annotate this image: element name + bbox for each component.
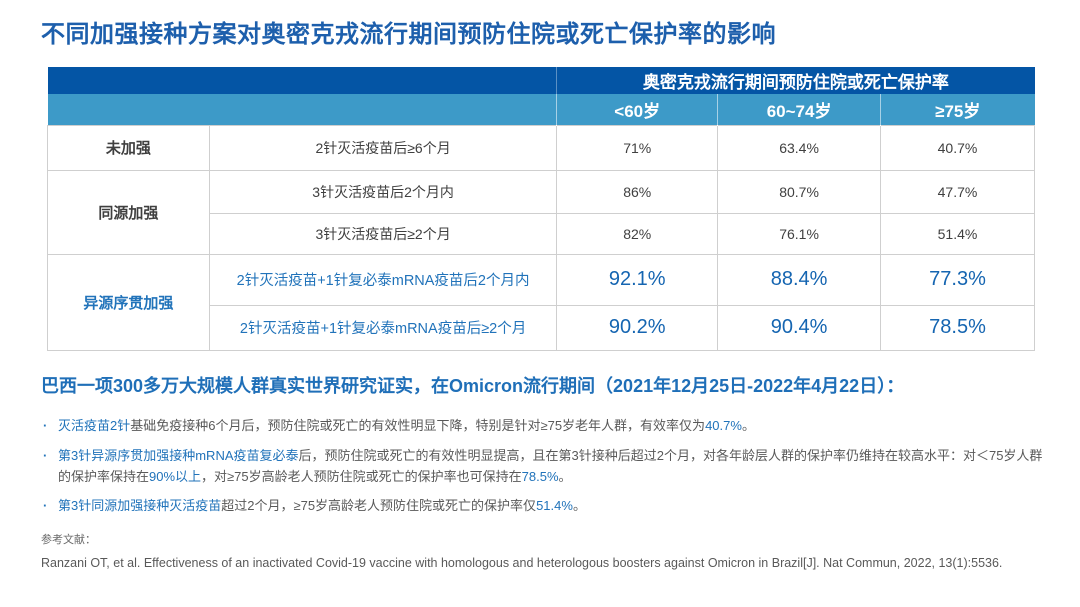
column-header-age-60to74: 60~74岁 xyxy=(717,94,881,125)
value-cell: 77.3% xyxy=(880,253,1035,306)
table-row-highlighted: 2针灭活疫苗+1针复必泰mRNA疫苗后≥2个月 90.2% 90.4% 78.5… xyxy=(48,304,1035,351)
value-cell: 63.4% xyxy=(717,124,881,171)
column-header-age-75plus: ≥75岁 xyxy=(880,94,1035,125)
group-label: 异源序贯加强 xyxy=(47,253,210,351)
value-cell: 80.7% xyxy=(717,169,881,214)
bullet-dot-icon: · xyxy=(43,498,48,514)
bullet-dot-icon: · xyxy=(43,447,48,463)
value-cell: 88.4% xyxy=(717,253,881,306)
header-empty-subcell xyxy=(47,94,557,125)
table-row: 同源加强 3针灭活疫苗后2个月内 86% 80.7% 47.7% xyxy=(47,169,1035,255)
scheme-cell: 3针灭活疫苗后2个月内 xyxy=(208,169,558,214)
list-item: · 第3针异源序贯加强接种mRNA疫苗复必泰后，预防住院或死亡的有效性明显提高，… xyxy=(41,446,1046,488)
bullet-text-segment: 后，预防住院或死亡的有效性明显提高，且在第3针接种后超过2个月，对各年龄层人群的… xyxy=(58,447,1043,484)
bullet-text-segment: ，对≥75岁高龄老人预防住院或死亡的保护率也可保持在 xyxy=(201,468,522,484)
value-cell: 82% xyxy=(556,212,719,255)
bullet-dot-icon: · xyxy=(43,418,48,433)
bullet-text-segment: 78.5% xyxy=(521,468,559,484)
bullet-text-segment: 超过2个月，≥75岁高龄老人预防住院或死亡的保护率仅 xyxy=(221,498,537,514)
citation-text: Ranzani OT, et al. Effectiveness of an i… xyxy=(41,556,1003,571)
table-row: 3针灭活疫苗后≥2个月 82% 76.1% 51.4% xyxy=(48,212,1035,255)
value-cell: 86% xyxy=(556,169,719,214)
list-item: · 灭活疫苗2针基础免疫接种6个月后，预防住院或死亡的有效性明显下降，特别是针对… xyxy=(41,416,1046,437)
bullet-text-segment: 。 xyxy=(558,468,572,484)
value-cell: 92.1% xyxy=(556,253,719,306)
reference-label: 参考文献： xyxy=(41,534,96,547)
summary-heading: 巴西一项300多万大规模人群真实世界研究证实，在Omicron流行期间（2021… xyxy=(41,376,905,396)
page-title: 不同加强接种方案对奥密克戎流行期间预防住院或死亡保护率的影响 xyxy=(41,21,776,48)
value-cell: 47.7% xyxy=(880,169,1035,214)
value-cell: 71% xyxy=(556,124,719,171)
group-label: 同源加强 xyxy=(47,169,210,255)
scheme-cell: 2针灭活疫苗后≥6个月 xyxy=(208,124,558,171)
bullet-text-segment: 第3针同源加强接种灭活疫苗 xyxy=(58,498,222,514)
protection-table-container: 奥密克戎流行期间预防住院或死亡保护率 <60岁 60~74岁 ≥75岁 未加强 … xyxy=(47,67,1035,351)
summary-section: 巴西一项300多万大规模人群真实世界研究证实，在Omicron流行期间（2021… xyxy=(41,372,1046,570)
bullet-text-segment: 灭活疫苗2针 xyxy=(58,418,131,433)
group-label: 未加强 xyxy=(47,124,210,171)
value-cell: 40.7% xyxy=(880,124,1035,171)
table-row: 未加强 2针灭活疫苗后≥6个月 71% 63.4% 40.7% xyxy=(47,124,1035,171)
bullet-list: · 灭活疫苗2针基础免疫接种6个月后，预防住院或死亡的有效性明显下降，特别是针对… xyxy=(41,416,1046,517)
bullet-text-segment: 第3针异源序贯加强接种mRNA疫苗复必泰 xyxy=(58,447,299,463)
scheme-cell: 2针灭活疫苗+1针复必泰mRNA疫苗后2个月内 xyxy=(208,253,558,306)
list-item: · 第3针同源加强接种灭活疫苗超过2个月，≥75岁高龄老人预防住院或死亡的保护率… xyxy=(41,496,1046,517)
bullet-text-segment: 90%以上 xyxy=(149,468,202,484)
bullet-text-segment: 40.7% xyxy=(705,418,742,433)
value-cell: 51.4% xyxy=(880,212,1035,255)
column-header-age-under60: <60岁 xyxy=(556,94,718,125)
value-cell: 78.5% xyxy=(880,304,1035,351)
scheme-cell: 2针灭活疫苗+1针复必泰mRNA疫苗后≥2个月 xyxy=(208,304,558,351)
bullet-text-segment: 。 xyxy=(572,498,586,514)
value-cell: 90.2% xyxy=(556,304,719,351)
header-empty-cell xyxy=(47,67,557,94)
bullet-text-segment: 51.4% xyxy=(536,498,573,514)
protection-table: 奥密克戎流行期间预防住院或死亡保护率 <60岁 60~74岁 ≥75岁 未加强 … xyxy=(47,67,1035,351)
bullet-text-segment: 。 xyxy=(741,418,755,433)
value-cell: 76.1% xyxy=(717,212,881,255)
value-cell: 90.4% xyxy=(717,304,881,351)
scheme-cell: 3针灭活疫苗后≥2个月 xyxy=(208,212,558,255)
table-row-highlighted: 异源序贯加强 2针灭活疫苗+1针复必泰mRNA疫苗后2个月内 92.1% 88.… xyxy=(47,253,1035,351)
header-group-title: 奥密克戎流行期间预防住院或死亡保护率 xyxy=(556,67,1035,94)
bullet-text-segment: 基础免疫接种6个月后，预防住院或死亡的有效性明显下降，特别是针对≥75岁老年人群… xyxy=(130,418,706,433)
